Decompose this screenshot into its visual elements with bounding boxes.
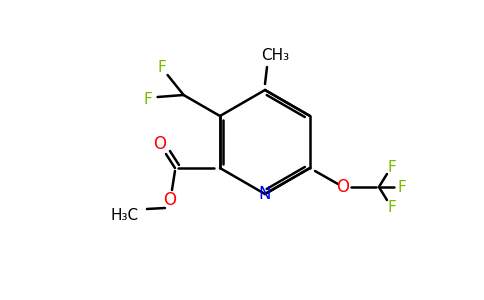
Text: F: F [388,160,396,175]
Text: F: F [388,200,396,214]
Text: F: F [397,179,406,194]
Text: O: O [336,178,349,196]
Text: H₃C: H₃C [111,208,139,223]
Text: CH₃: CH₃ [261,47,289,62]
Text: O: O [164,191,177,209]
Text: O: O [153,135,166,153]
Text: F: F [157,59,166,74]
Text: N: N [259,185,271,203]
Text: F: F [143,92,152,107]
